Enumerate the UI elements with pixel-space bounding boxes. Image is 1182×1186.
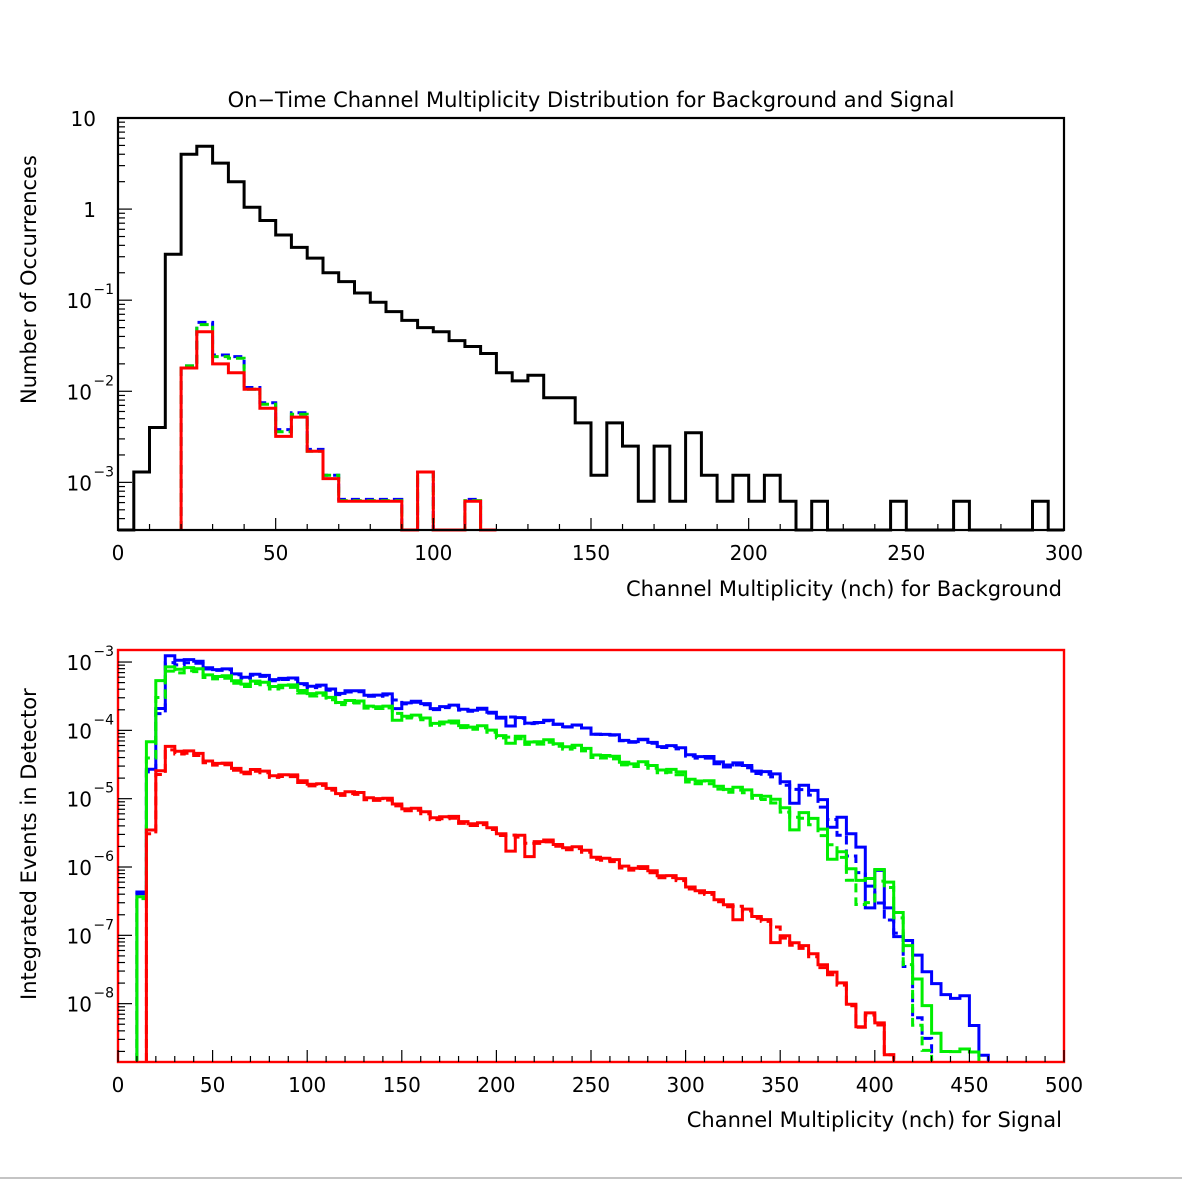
background-y-tick-exponent: −2 <box>93 373 114 389</box>
signal-series-2-step-line <box>135 665 981 1062</box>
background-x-axis-label: Channel Multiplicity (nch) for Backgroun… <box>626 577 1062 601</box>
background-y-tick-label: 10 <box>67 380 92 404</box>
signal-series-1-step-line <box>135 661 934 1062</box>
background-x-tick-label: 200 <box>730 541 768 565</box>
signal-series-3-step-line <box>135 669 934 1062</box>
signal-y-tick-label: 10 <box>67 993 92 1017</box>
background-x-tick-label: 50 <box>263 541 288 565</box>
signal-plot-area <box>135 654 990 1062</box>
background-y-axis-label: Number of Occurrences <box>17 155 41 404</box>
signal-y-axis-label: Integrated Events in Detector <box>17 688 41 1000</box>
signal-x-tick-label: 150 <box>383 1073 421 1097</box>
chart-title: On−Time Channel Multiplicity Distributio… <box>228 88 955 112</box>
signal-x-tick-label: 100 <box>288 1073 326 1097</box>
background-y-tick-exponent: −3 <box>93 464 114 480</box>
background-panel: On−Time Channel Multiplicity Distributio… <box>17 88 1083 601</box>
signal-x-tick-label: 500 <box>1045 1073 1083 1097</box>
background-x-tick-label: 250 <box>887 541 925 565</box>
background-series-3-step-line <box>179 330 497 532</box>
signal-x-tick-label: 200 <box>477 1073 515 1097</box>
signal-series-4-step-line <box>144 744 896 1062</box>
background-series-0-step-line <box>118 144 1064 532</box>
signal-series-0-step-line <box>135 654 990 1062</box>
signal-y-tick-label: 10 <box>67 719 92 743</box>
signal-axis-ticks: 0 50 100 150 200 250 300 350 400 450 50010−310−410… <box>67 644 1084 1097</box>
background-y-tick-label: 10 <box>67 289 92 313</box>
signal-x-tick-label: 450 <box>950 1073 988 1097</box>
background-y-tick-exponent: −1 <box>93 282 114 298</box>
signal-y-tick-exponent: −3 <box>93 644 114 660</box>
background-x-tick-label: 150 <box>572 541 610 565</box>
signal-x-tick-label: 400 <box>856 1073 894 1097</box>
signal-y-tick-exponent: −5 <box>93 781 114 797</box>
background-x-tick-label: 300 <box>1045 541 1083 565</box>
signal-x-tick-label: 50 <box>200 1073 225 1097</box>
signal-y-tick-exponent: −7 <box>93 917 114 933</box>
signal-x-tick-label: 250 <box>572 1073 610 1097</box>
signal-y-tick-label: 10 <box>67 924 92 948</box>
background-y-tick-label: 10 <box>67 471 92 495</box>
background-x-tick-label: 0 <box>112 541 125 565</box>
background-y-tick-label: 1 <box>83 198 96 222</box>
signal-y-tick-exponent: −4 <box>93 712 114 728</box>
signal-x-tick-label: 0 <box>112 1073 125 1097</box>
signal-y-tick-label: 10 <box>67 856 92 880</box>
signal-y-tick-exponent: −6 <box>93 849 114 865</box>
signal-x-tick-label: 350 <box>761 1073 799 1097</box>
background-plot-area <box>118 144 1064 532</box>
signal-x-axis-label: Channel Multiplicity (nch) for Signal <box>687 1108 1062 1132</box>
signal-x-tick-label: 300 <box>667 1073 705 1097</box>
signal-y-tick-exponent: −8 <box>93 986 114 1002</box>
signal-y-tick-label: 10 <box>67 651 92 675</box>
background-y-tick-label: 10 <box>71 107 96 131</box>
signal-series-5-step-line <box>144 748 896 1062</box>
signal-panel: 0 50 100 150 200 250 300 350 400 450 50010−310−410… <box>17 644 1083 1132</box>
signal-y-tick-label: 10 <box>67 788 92 812</box>
background-x-tick-label: 100 <box>414 541 452 565</box>
